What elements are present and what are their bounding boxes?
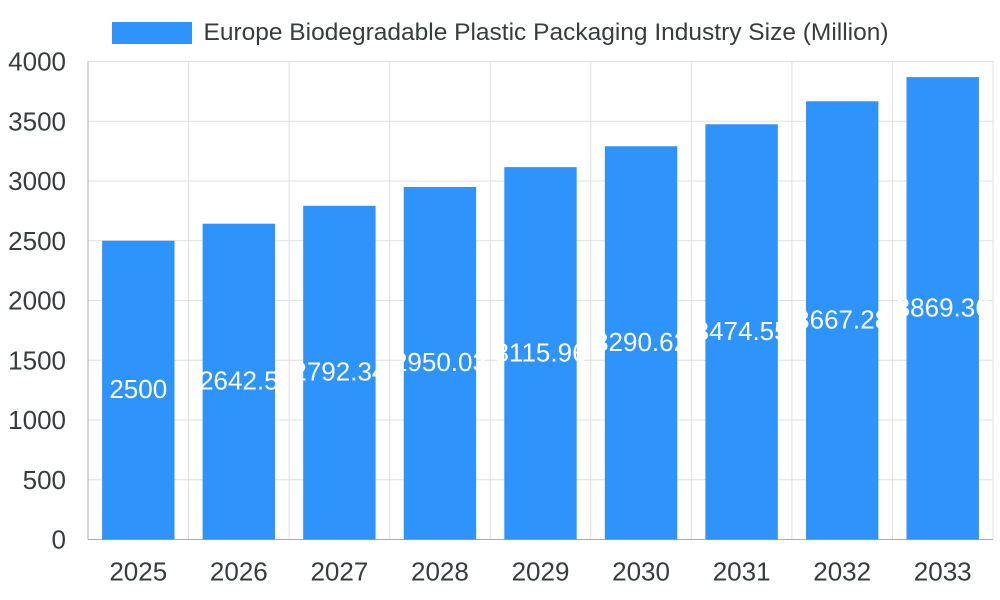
svg-text:2950.03: 2950.03 <box>393 347 487 377</box>
svg-text:2025: 2025 <box>109 557 167 587</box>
svg-text:2028: 2028 <box>411 557 469 587</box>
svg-text:1500: 1500 <box>8 345 66 375</box>
svg-text:2033: 2033 <box>914 557 972 587</box>
svg-text:2642.5: 2642.5 <box>199 366 279 396</box>
svg-text:3474.55: 3474.55 <box>695 316 789 346</box>
svg-text:500: 500 <box>23 465 66 495</box>
svg-text:2031: 2031 <box>713 557 771 587</box>
svg-text:2026: 2026 <box>210 557 268 587</box>
svg-text:3500: 3500 <box>8 106 66 136</box>
svg-text:3000: 3000 <box>8 166 66 196</box>
svg-text:2027: 2027 <box>310 557 368 587</box>
svg-text:1000: 1000 <box>8 405 66 435</box>
svg-text:2792.34: 2792.34 <box>292 357 386 387</box>
svg-text:2500: 2500 <box>109 374 167 404</box>
svg-text:3869.36: 3869.36 <box>896 292 990 322</box>
svg-text:2000: 2000 <box>8 286 66 316</box>
svg-text:4000: 4000 <box>8 47 66 77</box>
svg-text:2500: 2500 <box>8 226 66 256</box>
svg-text:0: 0 <box>52 525 66 555</box>
svg-text:3115.96: 3115.96 <box>494 337 586 367</box>
svg-text:3667.28: 3667.28 <box>795 304 889 334</box>
svg-text:2032: 2032 <box>813 557 871 587</box>
svg-text:2029: 2029 <box>512 557 570 587</box>
svg-text:2030: 2030 <box>612 557 670 587</box>
svg-text:3290.62: 3290.62 <box>594 327 688 357</box>
